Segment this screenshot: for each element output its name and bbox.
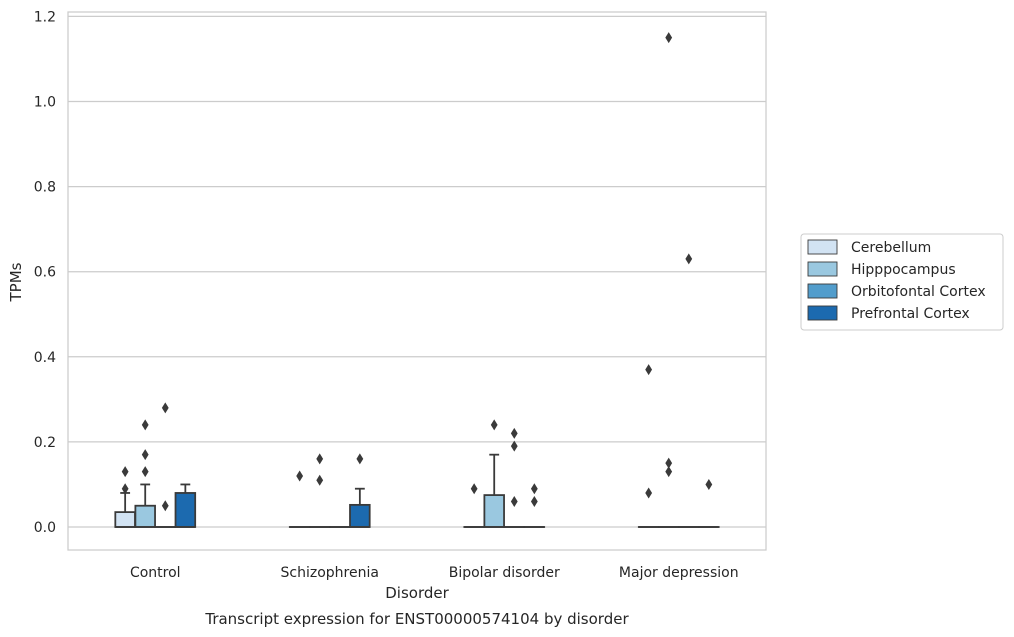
outlier-point — [645, 487, 653, 499]
x-tick-label: Schizophrenia — [281, 565, 379, 581]
outlier-point — [665, 32, 673, 44]
y-tick-labels: 0.0 0.2 0.4 0.6 0.8 1.0 1.2 — [34, 9, 56, 536]
outlier-point — [356, 453, 364, 465]
y-tick-label: 0.6 — [34, 265, 56, 281]
x-tick-label: Control — [130, 565, 181, 581]
y-axis-title: TPMs — [7, 262, 25, 302]
box — [483, 494, 505, 528]
x-tick-label: Major depression — [619, 565, 739, 581]
legend-frame — [800, 233, 1004, 331]
box-group — [678, 253, 700, 528]
y-tick-label: 0.8 — [34, 180, 56, 196]
box-group — [463, 483, 485, 528]
outlier-point — [121, 483, 129, 495]
boxes — [114, 32, 720, 528]
x-axis-title: Disorder — [385, 584, 449, 602]
y-tick-label: 0.0 — [34, 520, 56, 536]
box-group — [349, 453, 371, 528]
outlier-point — [685, 253, 693, 265]
outlier-point — [645, 364, 653, 376]
legend-entry: Hipppocampus — [851, 262, 956, 278]
outlier-point — [161, 500, 169, 512]
y-tick-label: 1.2 — [34, 9, 56, 25]
box-group — [483, 419, 505, 528]
legend-swatch — [807, 305, 838, 321]
outlier-point — [316, 474, 324, 486]
box — [114, 511, 136, 528]
legend-swatch — [807, 283, 838, 299]
outlier-point — [510, 495, 518, 507]
box-group — [523, 483, 546, 528]
box-group — [308, 453, 331, 528]
legend-entry: Prefrontal Cortex — [851, 306, 970, 322]
outlier-point — [510, 427, 518, 439]
y-tick-label: 0.4 — [34, 350, 56, 366]
box-group — [657, 32, 680, 528]
outlier-point — [316, 453, 324, 465]
box-group — [288, 470, 311, 528]
box-group — [503, 427, 526, 528]
outlier-point — [665, 466, 673, 478]
legend-entry: Orbitofontal Cortex — [851, 284, 986, 300]
legend-entry: Cerebellum — [851, 240, 931, 256]
grid-lines — [68, 15, 766, 528]
figure-caption: Transcript expression for ENST0000057410… — [204, 610, 629, 628]
outlier-point — [141, 419, 149, 431]
legend: Cerebellum Hipppocampus Orbitofontal Corte… — [800, 233, 1004, 331]
outlier-point — [510, 440, 518, 452]
y-tick-label: 1.0 — [34, 95, 56, 111]
outlier-point — [161, 402, 169, 414]
box-group — [698, 478, 720, 528]
outlier-point — [141, 466, 149, 478]
box-group — [174, 483, 197, 528]
box — [349, 503, 371, 528]
y-tick-label: 0.2 — [34, 435, 56, 451]
outlier-point — [141, 449, 149, 461]
outlier-point — [530, 495, 538, 507]
outlier-point — [665, 457, 673, 469]
outlier-point — [121, 466, 129, 478]
x-tick-label: Bipolar disorder — [449, 565, 560, 581]
outlier-point — [296, 470, 304, 482]
box-group — [154, 402, 177, 528]
outlier-point — [470, 483, 478, 495]
outlier-point — [705, 478, 713, 490]
outlier-point — [530, 483, 538, 495]
outlier-point — [490, 419, 498, 431]
box-group — [114, 466, 136, 528]
plot-area-frame — [67, 11, 767, 551]
box — [174, 492, 197, 528]
x-tick-labels: Control Schizophrenia Bipolar disorder Majo… — [130, 565, 739, 581]
box-group — [637, 364, 660, 528]
legend-swatch — [807, 239, 838, 255]
box — [134, 504, 156, 528]
legend-swatch — [807, 261, 838, 277]
box-group — [134, 419, 156, 528]
